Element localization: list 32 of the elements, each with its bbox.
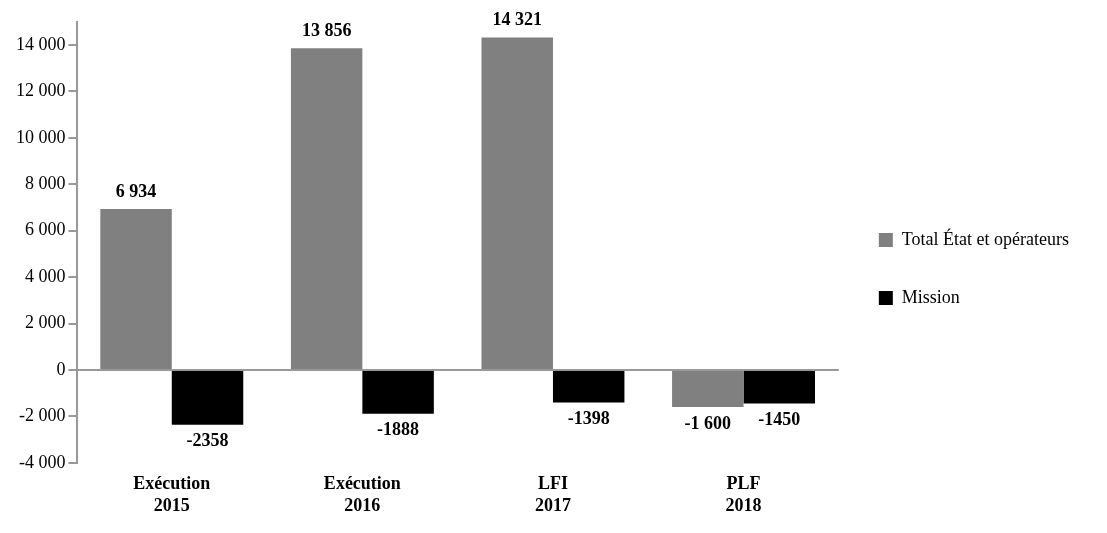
legend-label: Mission <box>901 286 960 307</box>
y-tick-label: 0 <box>56 358 66 379</box>
bar <box>362 370 434 414</box>
data-label: -1450 <box>758 409 801 430</box>
y-tick-label: 2 000 <box>25 312 66 333</box>
y-tick-label: 6 000 <box>25 219 66 240</box>
bar <box>672 370 744 408</box>
legend-label: Total État et opérateurs <box>901 227 1069 249</box>
y-tick-label: 10 000 <box>16 126 66 147</box>
data-label: -1888 <box>377 419 420 440</box>
y-tick-label: 4 000 <box>25 265 66 286</box>
y-tick-label: 8 000 <box>25 173 66 194</box>
x-tick-label: LFI 2017 <box>534 473 571 515</box>
data-label: -1 600 <box>684 412 732 433</box>
data-label: 6 934 <box>115 180 157 201</box>
data-label: -2358 <box>186 430 229 451</box>
y-tick-label: 14 000 <box>16 33 66 54</box>
bar <box>481 37 553 369</box>
data-label: 13 856 <box>301 20 352 41</box>
bar <box>743 370 816 404</box>
bar <box>552 370 625 403</box>
x-tick-label: Exécution 2015 <box>133 473 211 515</box>
data-label: -1398 <box>567 408 610 429</box>
y-tick-label: 12 000 <box>16 80 66 101</box>
y-tick-label: -2 000 <box>19 405 66 426</box>
bar <box>171 370 244 425</box>
bar <box>290 48 363 369</box>
y-tick-label: -4 000 <box>19 451 66 472</box>
data-label: 14 321 <box>492 9 542 30</box>
bar <box>100 209 172 369</box>
x-tick-label: Exécution 2016 <box>323 473 401 515</box>
x-tick-label: PLF 2018 <box>725 473 762 515</box>
